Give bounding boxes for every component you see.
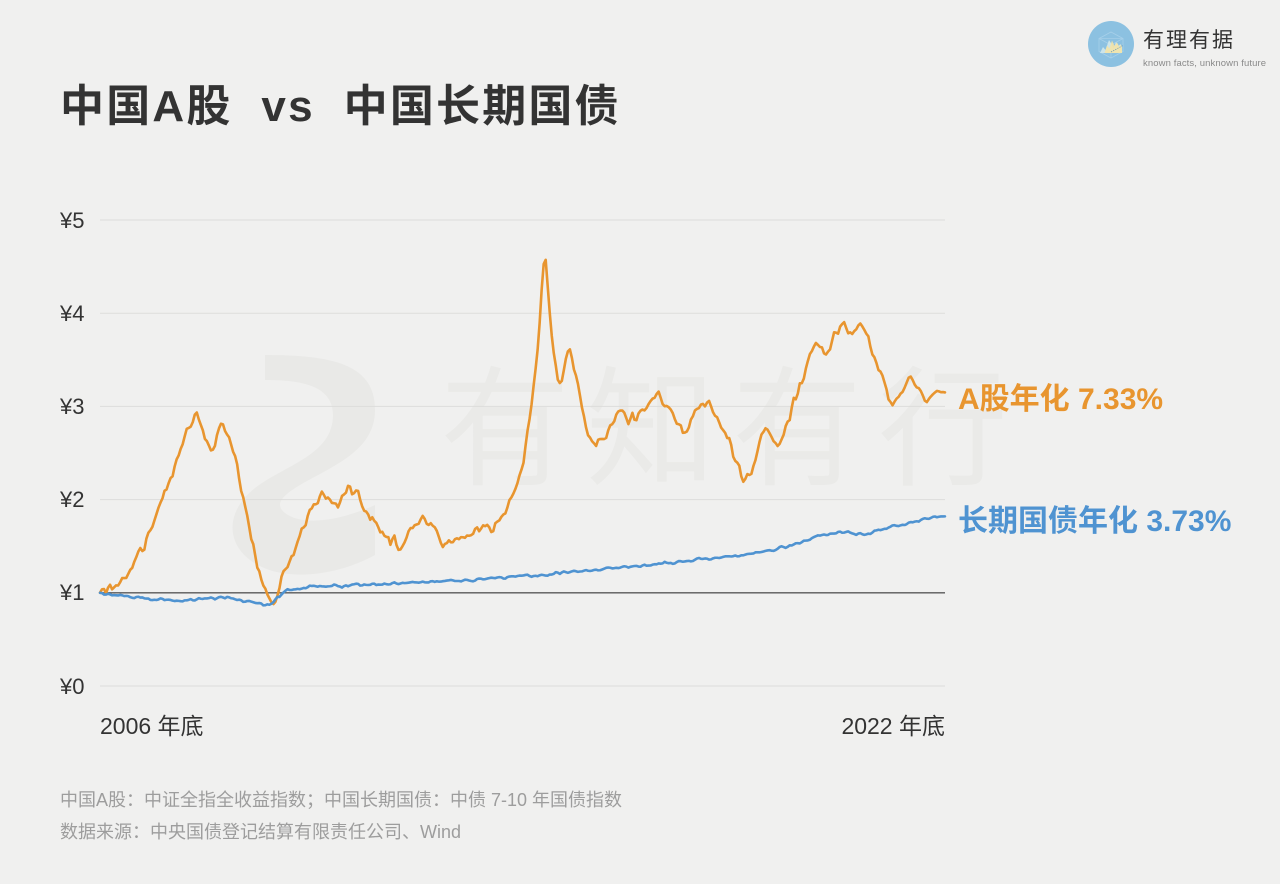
svg-text:¥3: ¥3	[59, 394, 84, 419]
svg-text:2006 年底: 2006 年底	[100, 713, 204, 739]
svg-text:数据来源：中央国债登记结算有限责任公司、Wind: 数据来源：中央国债登记结算有限责任公司、Wind	[60, 822, 461, 842]
svg-text:¥0: ¥0	[59, 674, 84, 699]
svg-text:¥4: ¥4	[59, 301, 84, 326]
svg-text:¥5: ¥5	[59, 208, 84, 233]
svg-text:2022 年底: 2022 年底	[841, 713, 945, 739]
svg-text:¥2: ¥2	[59, 487, 84, 512]
svg-text:¥1: ¥1	[59, 580, 84, 605]
svg-text:A股年化 7.33%: A股年化 7.33%	[958, 383, 1163, 416]
svg-text:中国A股：中证全指全收益指数；中国长期国债：中债 7-10: 中国A股：中证全指全收益指数；中国长期国债：中债 7-10 年国债指数	[60, 790, 622, 810]
svg-text:长期国债年化 3.73%: 长期国债年化 3.73%	[958, 505, 1231, 538]
